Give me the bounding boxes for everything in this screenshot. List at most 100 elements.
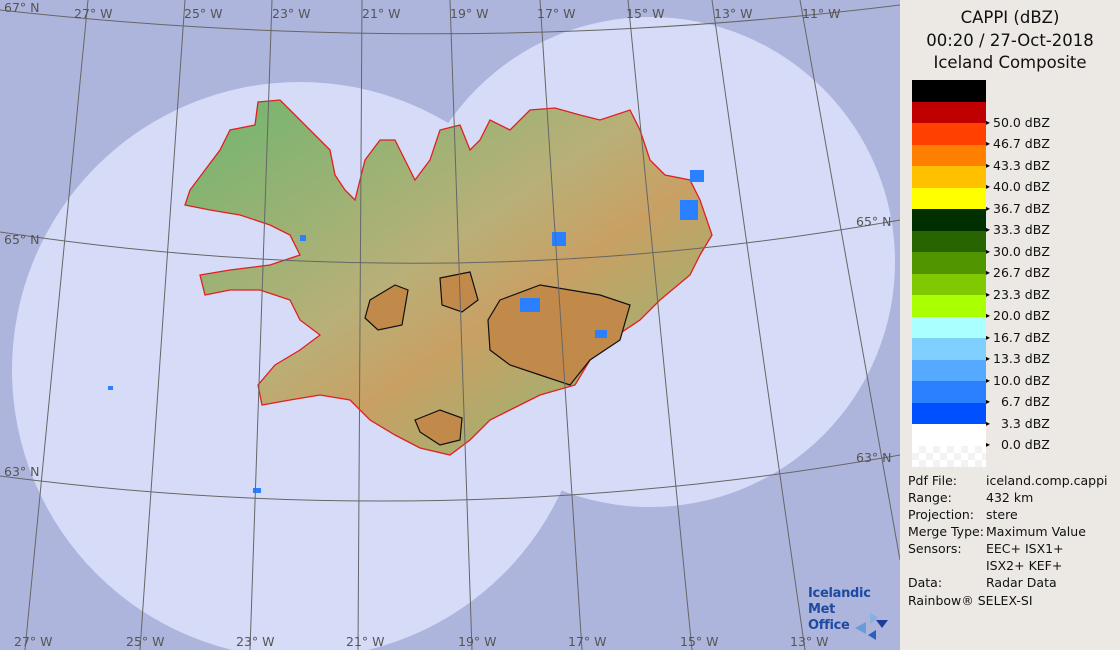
tick-arrow-icon: ▸ — [986, 203, 991, 213]
logo-line2: Office — [808, 618, 850, 633]
lon-label: 11° W — [802, 6, 841, 21]
info-row: Merge Type: Maximum Value — [908, 523, 1107, 540]
legend-label: 23.3 dBZ — [993, 286, 1050, 302]
lon-label: 25° W — [126, 634, 165, 649]
tick-arrow-icon: ▸ — [986, 418, 991, 428]
graticule — [0, 0, 900, 650]
legend-swatch — [912, 187, 986, 209]
lat-label: 63° N — [4, 464, 39, 479]
legend-swatch — [912, 295, 986, 317]
lat-label: 67° N — [4, 0, 39, 15]
info-key: Sensors: — [908, 541, 962, 556]
legend-label: 33.3 dBZ — [993, 222, 1050, 237]
info-value: stere — [986, 507, 1018, 522]
legend-label: 36.7 dBZ — [993, 200, 1050, 216]
legend-swatch — [912, 273, 986, 295]
info-key: Pdf File: — [908, 473, 957, 488]
legend-swatch — [912, 80, 986, 102]
tick-arrow-icon: ▸ — [986, 375, 991, 385]
lon-label: 19° W — [458, 634, 497, 649]
info-value: 432 km — [986, 490, 1034, 505]
info-value: iceland.comp.cappi — [986, 473, 1108, 488]
legend-swatch — [912, 101, 986, 123]
info-row: Projection: stere — [908, 506, 1107, 523]
legend-label: 10.0 dBZ — [993, 372, 1050, 388]
lon-label: 19° W — [450, 6, 489, 21]
info-key: Projection: — [908, 507, 975, 522]
lon-label: 17° W — [568, 634, 607, 649]
legend-swatch — [912, 230, 986, 252]
legend-label: 50.0 dBZ — [993, 114, 1050, 130]
info-value: Maximum Value — [986, 524, 1086, 539]
legend-label: 6.7 dBZ — [993, 394, 1050, 409]
lon-label: 21° W — [346, 634, 385, 649]
legend-swatch — [912, 445, 986, 467]
radar-map: 27° W 25° W 23° W 21° W 19° W 17° W 15° … — [0, 0, 900, 650]
legend-panel: CAPPI (dBZ) 00:20 / 27-Oct-2018 Iceland … — [900, 0, 1120, 650]
info-key: Merge Type: — [908, 524, 984, 539]
lon-label: 23° W — [236, 634, 275, 649]
legend-swatch — [912, 359, 986, 381]
legend-swatch — [912, 252, 986, 274]
lat-label: 65° N — [856, 214, 891, 229]
legend-label: 30.0 dBZ — [993, 243, 1050, 259]
legend-label: 3.3 dBZ — [993, 415, 1050, 431]
info-row: Sensors: EEC+ ISX1+ — [908, 540, 1107, 557]
tick-arrow-icon: ▸ — [986, 289, 991, 299]
tick-arrow-icon: ▸ — [986, 332, 991, 342]
lat-label: 65° N — [4, 232, 39, 247]
lon-label: 13° W — [790, 634, 829, 649]
legend-swatch — [912, 209, 986, 231]
legend-label: 43.3 dBZ — [993, 157, 1050, 173]
lon-label: 21° W — [362, 6, 401, 21]
lon-label: 13° W — [714, 6, 753, 21]
legend-label: 20.0 dBZ — [993, 308, 1050, 323]
info-row: Data: Radar Data — [908, 574, 1107, 591]
info-key: Range: — [908, 490, 952, 505]
met-office-logo: Icelandic Met Office — [808, 586, 900, 634]
info-value: EEC+ ISX1+ — [986, 541, 1064, 556]
info-table: Pdf File: iceland.comp.cappi Range: 432 km P… — [908, 472, 1107, 591]
legend-label: 40.0 dBZ — [993, 179, 1050, 194]
legend-label: 26.7 dBZ — [993, 265, 1050, 280]
legend-swatch — [912, 144, 986, 166]
lon-label: 27° W — [14, 634, 53, 649]
tick-arrow-icon: ▸ — [986, 354, 991, 363]
legend-swatch — [912, 316, 986, 338]
legend-swatch — [912, 381, 986, 403]
tick-arrow-icon: ▸ — [986, 246, 991, 256]
tick-arrow-icon: ▸ — [986, 440, 991, 449]
legend-label: 16.7 dBZ — [993, 329, 1050, 345]
logo-line1: Icelandic Met — [808, 586, 871, 617]
met-office-logo-icon — [855, 612, 888, 640]
lon-label: 23° W — [272, 6, 311, 21]
lon-label: 15° W — [626, 6, 665, 21]
lon-label: 17° W — [537, 6, 576, 21]
lat-label: 63° N — [856, 450, 891, 465]
lon-label: 27° W — [74, 6, 113, 21]
lon-label: 15° W — [680, 634, 719, 649]
timestamp: 00:20 / 27-Oct-2018 — [926, 31, 1094, 50]
tick-arrow-icon: ▸ — [986, 160, 991, 170]
tick-arrow-icon: ▸ — [986, 397, 991, 406]
info-key: Data: — [908, 575, 943, 590]
lon-label: 25° W — [184, 6, 223, 21]
tick-arrow-icon: ▸ — [986, 225, 991, 234]
info-value: Radar Data — [986, 575, 1057, 590]
tick-arrow-icon: ▸ — [986, 182, 991, 191]
product-title: CAPPI (dBZ) — [960, 8, 1060, 27]
map-canvas: 27° W 25° W 23° W 21° W 19° W 17° W 15° … — [0, 0, 900, 650]
tick-arrow-icon: ▸ — [986, 311, 991, 320]
legend-label: 46.7 dBZ — [993, 136, 1050, 151]
legend-label: 13.3 dBZ — [993, 351, 1050, 366]
legend-swatch — [912, 402, 986, 424]
composite-name: Iceland Composite — [933, 53, 1087, 72]
info-row: ISX2+ KEF+ — [908, 557, 1107, 574]
legend-swatch — [912, 424, 986, 446]
info-row: Range: 432 km — [908, 489, 1107, 506]
legend-swatch — [912, 123, 986, 145]
tick-arrow-icon: ▸ — [986, 117, 991, 127]
tick-arrow-icon: ▸ — [986, 268, 991, 277]
info-row: Pdf File: iceland.comp.cappi — [908, 472, 1107, 489]
credit: Rainbow® SELEX-SI — [908, 593, 1033, 608]
